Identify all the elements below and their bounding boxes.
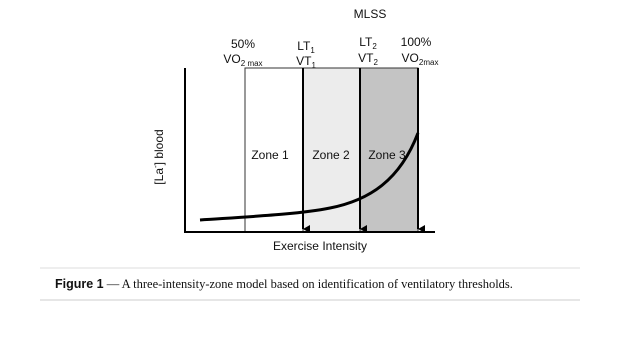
caption: Figure 1 — A three-intensity-zone model …: [55, 277, 513, 291]
marker-label: LT2: [359, 35, 377, 51]
lactate-curve: [199, 132, 420, 222]
zone-label: Zone 1: [251, 148, 289, 162]
marker-label: MLSS: [354, 7, 387, 21]
marker-label: VO2 max: [223, 52, 262, 68]
zone-1-box: [244, 67, 304, 233]
zone-2-box: [302, 67, 361, 233]
zone-label: Zone 2: [312, 148, 350, 162]
zone-label: Zone 3: [368, 148, 406, 162]
axes: [184, 68, 435, 233]
marker-label: VT2: [358, 51, 378, 67]
zone-3-box: [359, 67, 419, 233]
y-axis-label: [La-] blood: [151, 129, 166, 184]
marker-label: LT1: [297, 39, 315, 55]
marker-label: VT1: [296, 54, 316, 70]
marker-label: VO2max: [402, 51, 439, 67]
x-axis-label: Exercise Intensity: [273, 239, 367, 253]
marker-label: 50%: [231, 37, 255, 51]
marker-label: 100%: [401, 35, 432, 49]
